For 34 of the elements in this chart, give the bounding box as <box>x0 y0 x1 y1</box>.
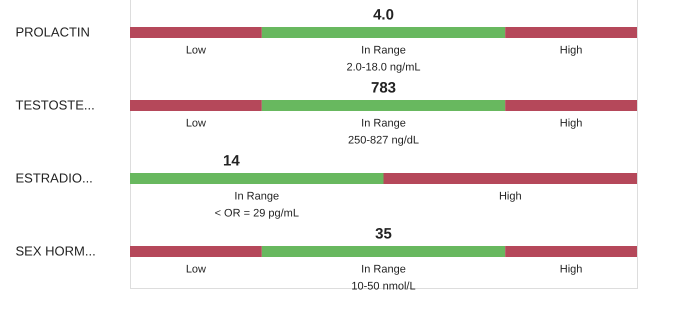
annotation: 2.0-18.0 ng/mL <box>346 62 420 74</box>
annotation: 14 <box>223 152 240 170</box>
bar <box>130 100 262 111</box>
bar <box>505 100 637 111</box>
text: In Range <box>361 264 406 276</box>
bar <box>262 100 506 111</box>
bar <box>130 27 262 38</box>
series-label: In Range <box>361 44 406 56</box>
series-label: High <box>560 44 582 56</box>
text: High <box>560 264 582 276</box>
bar <box>262 246 506 257</box>
annotation: 250-827 ng/dL <box>348 134 419 146</box>
text: High <box>498 190 522 202</box>
annotation: 10-50 nmol/L <box>351 280 416 292</box>
bar <box>262 27 506 38</box>
bar <box>130 246 262 257</box>
y-tick-label: TESTOSTE... <box>16 98 95 112</box>
text: Low <box>186 118 206 130</box>
bar <box>130 173 384 184</box>
bar <box>505 246 637 257</box>
text: In Range <box>361 118 406 130</box>
annotation: 35 <box>375 226 392 242</box>
text: High <box>560 118 582 130</box>
series-label: Low <box>186 44 206 56</box>
y-tick-label: PROLACTIN <box>16 24 90 40</box>
bar <box>384 173 637 184</box>
text: Low <box>186 264 206 276</box>
bar <box>505 27 637 38</box>
annotation: 4.0 <box>373 6 394 24</box>
annotation: 783 <box>370 80 396 96</box>
annotation: < OR = 29 pg/mL <box>214 208 299 220</box>
text: In Range <box>234 190 280 202</box>
y-tick-label: ESTRADIO... <box>16 170 93 186</box>
y-tick-label: SEX HORM... <box>16 244 96 258</box>
